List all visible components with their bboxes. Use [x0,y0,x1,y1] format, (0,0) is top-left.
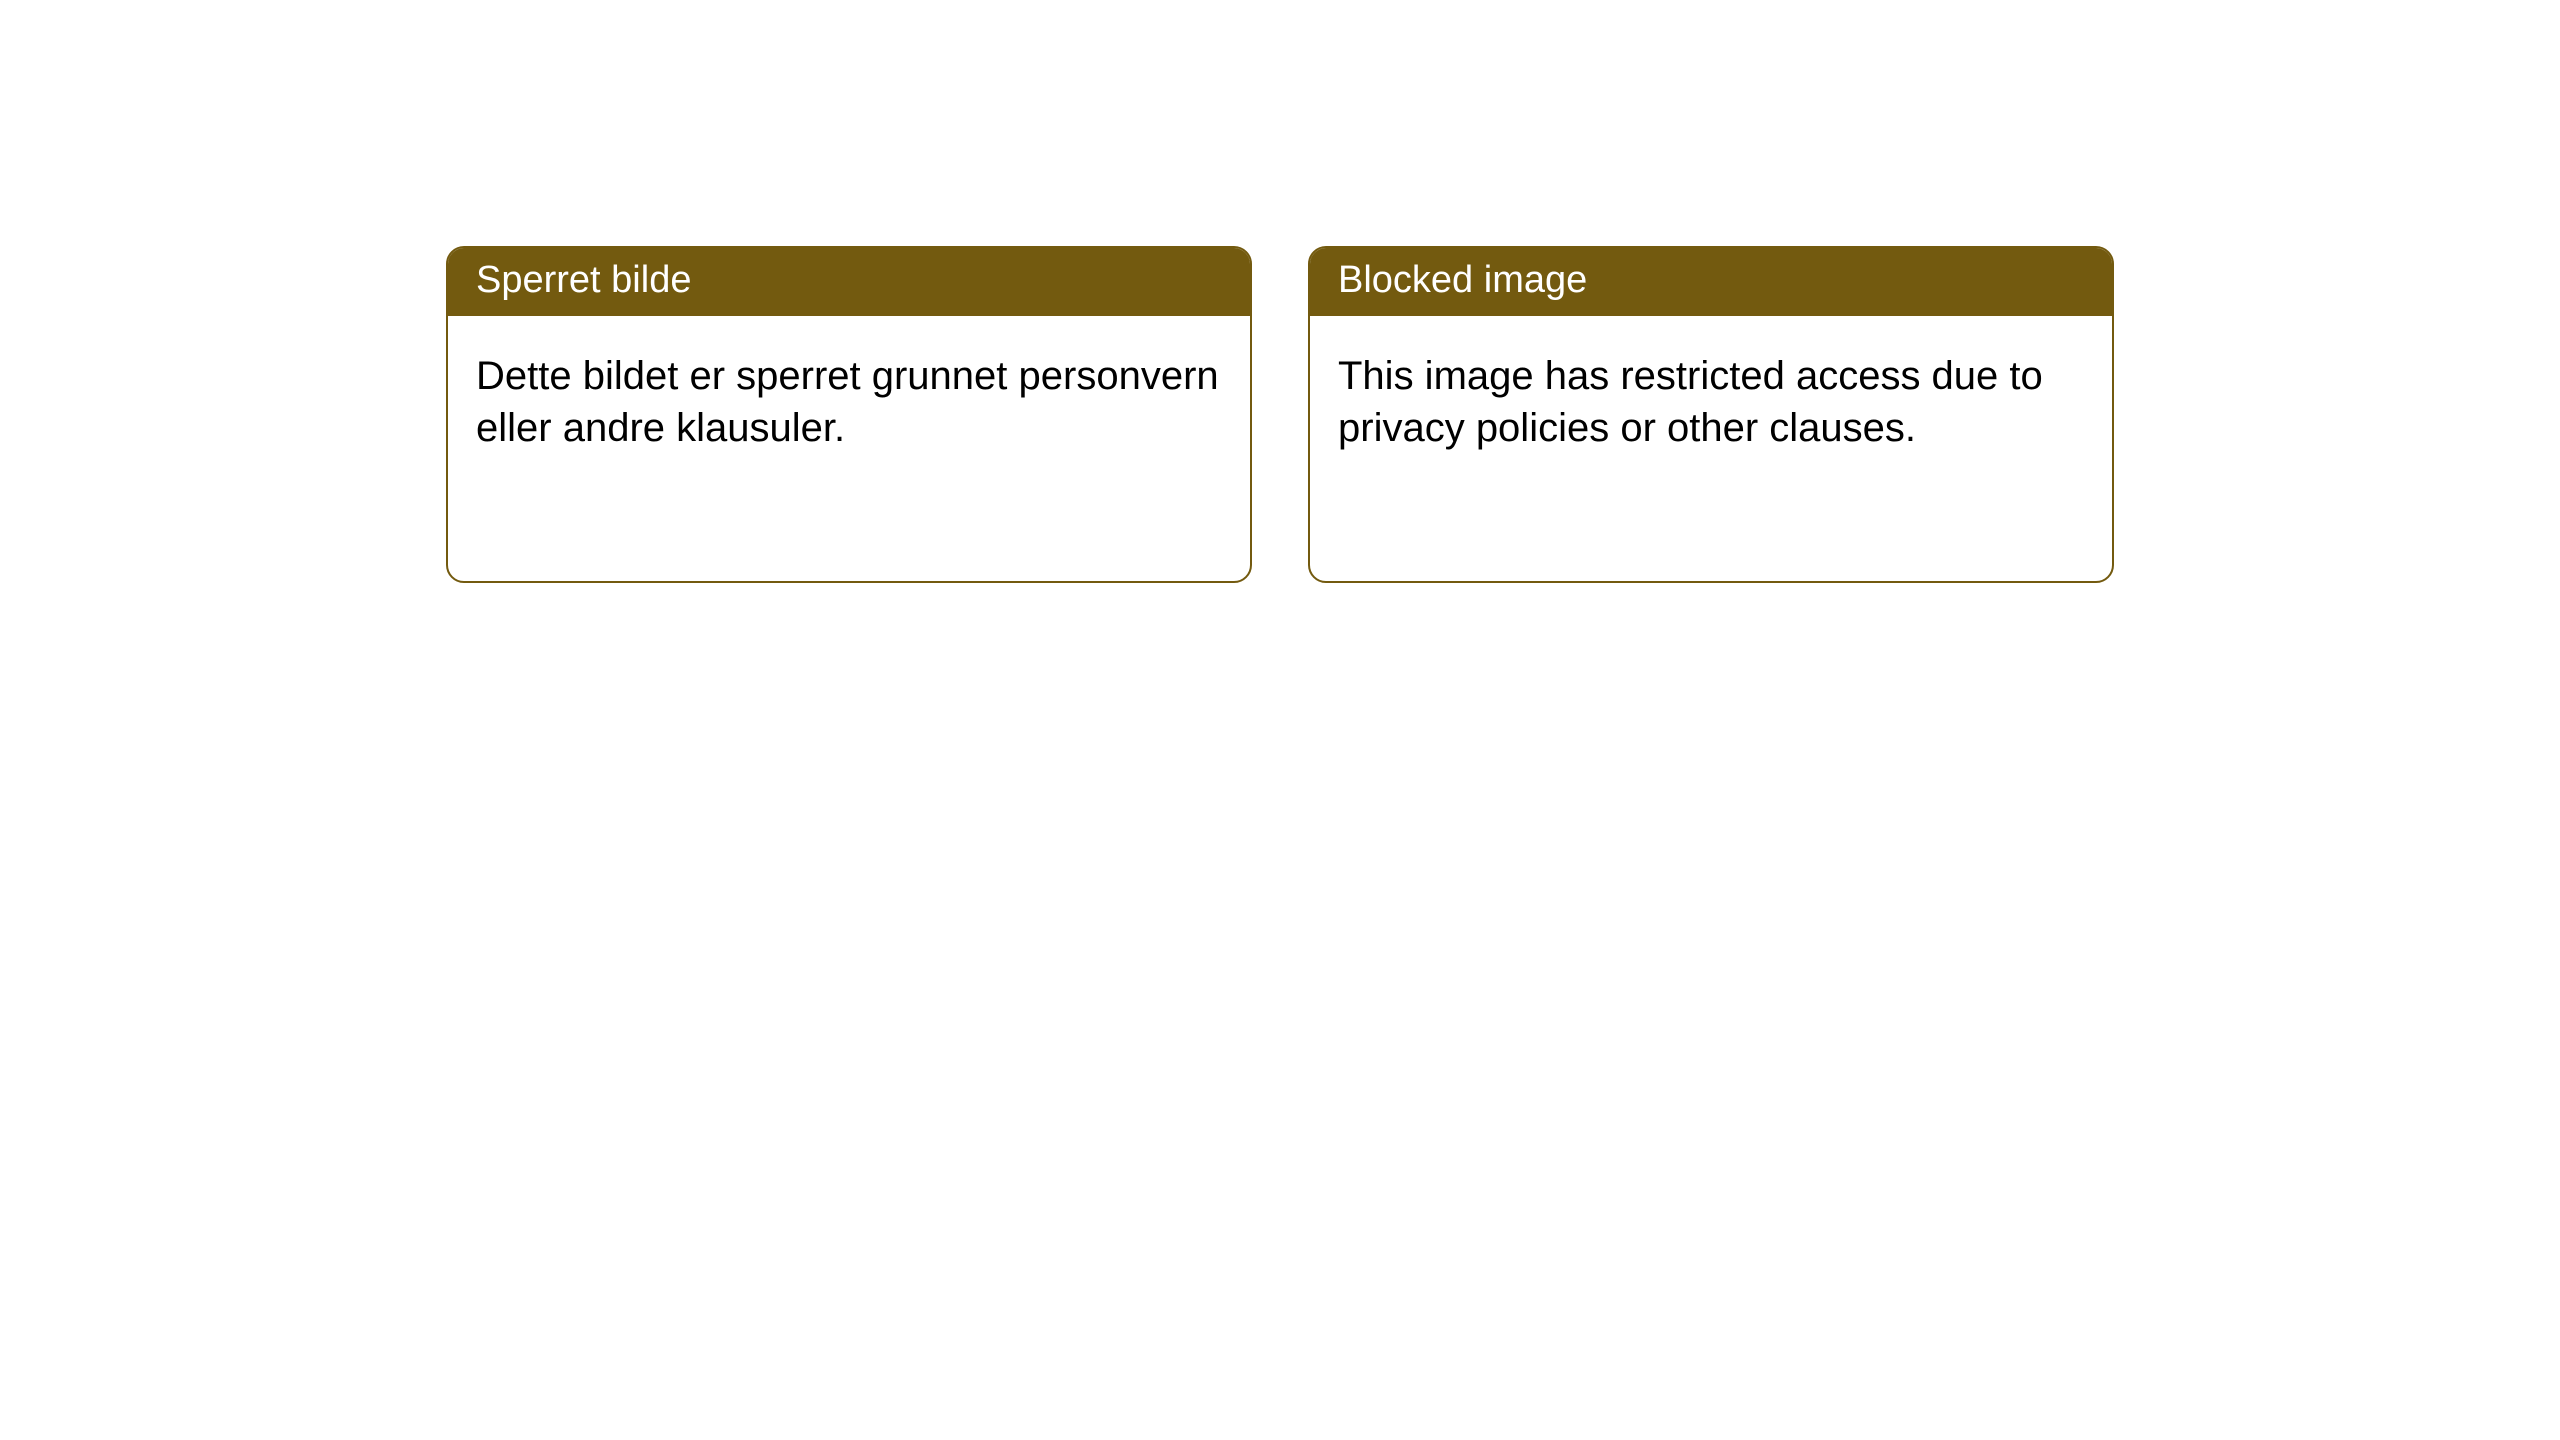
card-header-no: Sperret bilde [448,248,1250,316]
cards-container: Sperret bilde Dette bildet er sperret gr… [446,246,2114,583]
blocked-image-card-en: Blocked image This image has restricted … [1308,246,2114,583]
blocked-image-card-no: Sperret bilde Dette bildet er sperret gr… [446,246,1252,583]
card-body-no: Dette bildet er sperret grunnet personve… [448,316,1250,488]
card-header-en: Blocked image [1310,248,2112,316]
card-body-en: This image has restricted access due to … [1310,316,2112,488]
